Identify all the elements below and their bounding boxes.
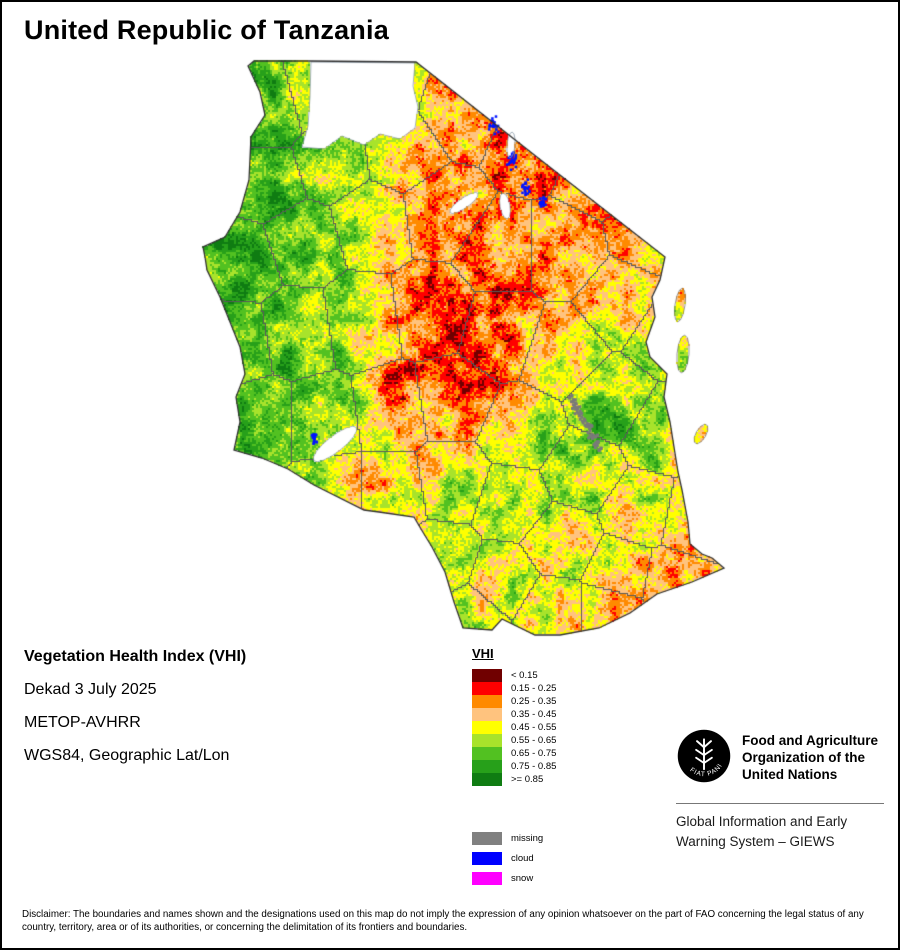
legend-row: 0.15 - 0.25	[472, 682, 556, 695]
legend-label: cloud	[511, 853, 534, 864]
page-title: United Republic of Tanzania	[24, 15, 389, 45]
fao-org-line: Food and Agriculture	[742, 733, 878, 748]
legend-swatch	[472, 773, 502, 786]
fao-block: FIAT PANIS Food and Agriculture Organiza…	[676, 728, 891, 784]
fao-org-name: Food and Agriculture Organization of the…	[742, 728, 878, 783]
legend-label: < 0.15	[511, 670, 538, 681]
legend-swatch	[472, 669, 502, 682]
fao-org-line: United Nations	[742, 767, 838, 782]
legend: VHI < 0.15 0.15 - 0.25 0.25 - 0.35 0.35 …	[472, 646, 556, 892]
legend-label: 0.55 - 0.65	[511, 735, 557, 746]
legend-row: >= 0.85	[472, 773, 556, 786]
legend-row-cloud: cloud	[472, 852, 556, 865]
fao-divider	[676, 803, 884, 804]
map-info-dekad: Dekad 3 July 2025	[24, 681, 157, 698]
legend-label: >= 0.85	[511, 774, 544, 785]
legend-swatch	[472, 708, 502, 721]
legend-row: 0.25 - 0.35	[472, 695, 556, 708]
legend-row: 0.75 - 0.85	[472, 760, 556, 773]
map-info-sensor: METOP-AVHRR	[24, 714, 141, 731]
legend-row: 0.45 - 0.55	[472, 721, 556, 734]
fao-logo-icon: FIAT PANIS	[676, 728, 731, 783]
fao-org-line: Organization of the	[742, 750, 865, 765]
disclaimer-text: Disclaimer: The boundaries and names sho…	[22, 909, 864, 933]
legend-extras: missing cloud snow	[472, 832, 556, 885]
legend-swatch-snow	[472, 872, 502, 885]
map-info-block: Vegetation Health Index (VHI) Dekad 3 Ju…	[24, 648, 246, 780]
legend-swatch	[472, 682, 502, 695]
legend-label: 0.25 - 0.35	[511, 696, 557, 707]
map-info-title: Vegetation Health Index (VHI)	[24, 648, 247, 665]
legend-title: VHI	[472, 646, 494, 661]
tanzania-vhi-map	[2, 2, 900, 702]
map-info-projection: WGS84, Geographic Lat/Lon	[24, 747, 230, 764]
legend-row: 0.55 - 0.65	[472, 734, 556, 747]
legend-swatch-cloud	[472, 852, 502, 865]
legend-classes: < 0.15 0.15 - 0.25 0.25 - 0.35 0.35 - 0.…	[472, 669, 556, 786]
legend-row-snow: snow	[472, 872, 556, 885]
legend-swatch	[472, 734, 502, 747]
legend-label: missing	[511, 833, 544, 844]
legend-swatch	[472, 747, 502, 760]
legend-swatch	[472, 760, 502, 773]
legend-label: 0.35 - 0.45	[511, 709, 557, 720]
legend-row: < 0.15	[472, 669, 556, 682]
legend-swatch	[472, 695, 502, 708]
legend-label: 0.45 - 0.55	[511, 722, 557, 733]
legend-row: 0.65 - 0.75	[472, 747, 556, 760]
legend-swatch-missing	[472, 832, 502, 845]
legend-label: 0.15 - 0.25	[511, 683, 557, 694]
legend-label: 0.65 - 0.75	[511, 748, 557, 759]
legend-label: 0.75 - 0.85	[511, 761, 557, 772]
legend-row-missing: missing	[472, 832, 556, 845]
legend-swatch	[472, 721, 502, 734]
legend-row: 0.35 - 0.45	[472, 708, 556, 721]
giews-line: Global Information and Early	[676, 814, 848, 829]
giews-line: Warning System – GIEWS	[676, 834, 835, 849]
legend-label: snow	[511, 873, 534, 884]
giews-block: Global Information and Early Warning Sys…	[676, 812, 847, 852]
